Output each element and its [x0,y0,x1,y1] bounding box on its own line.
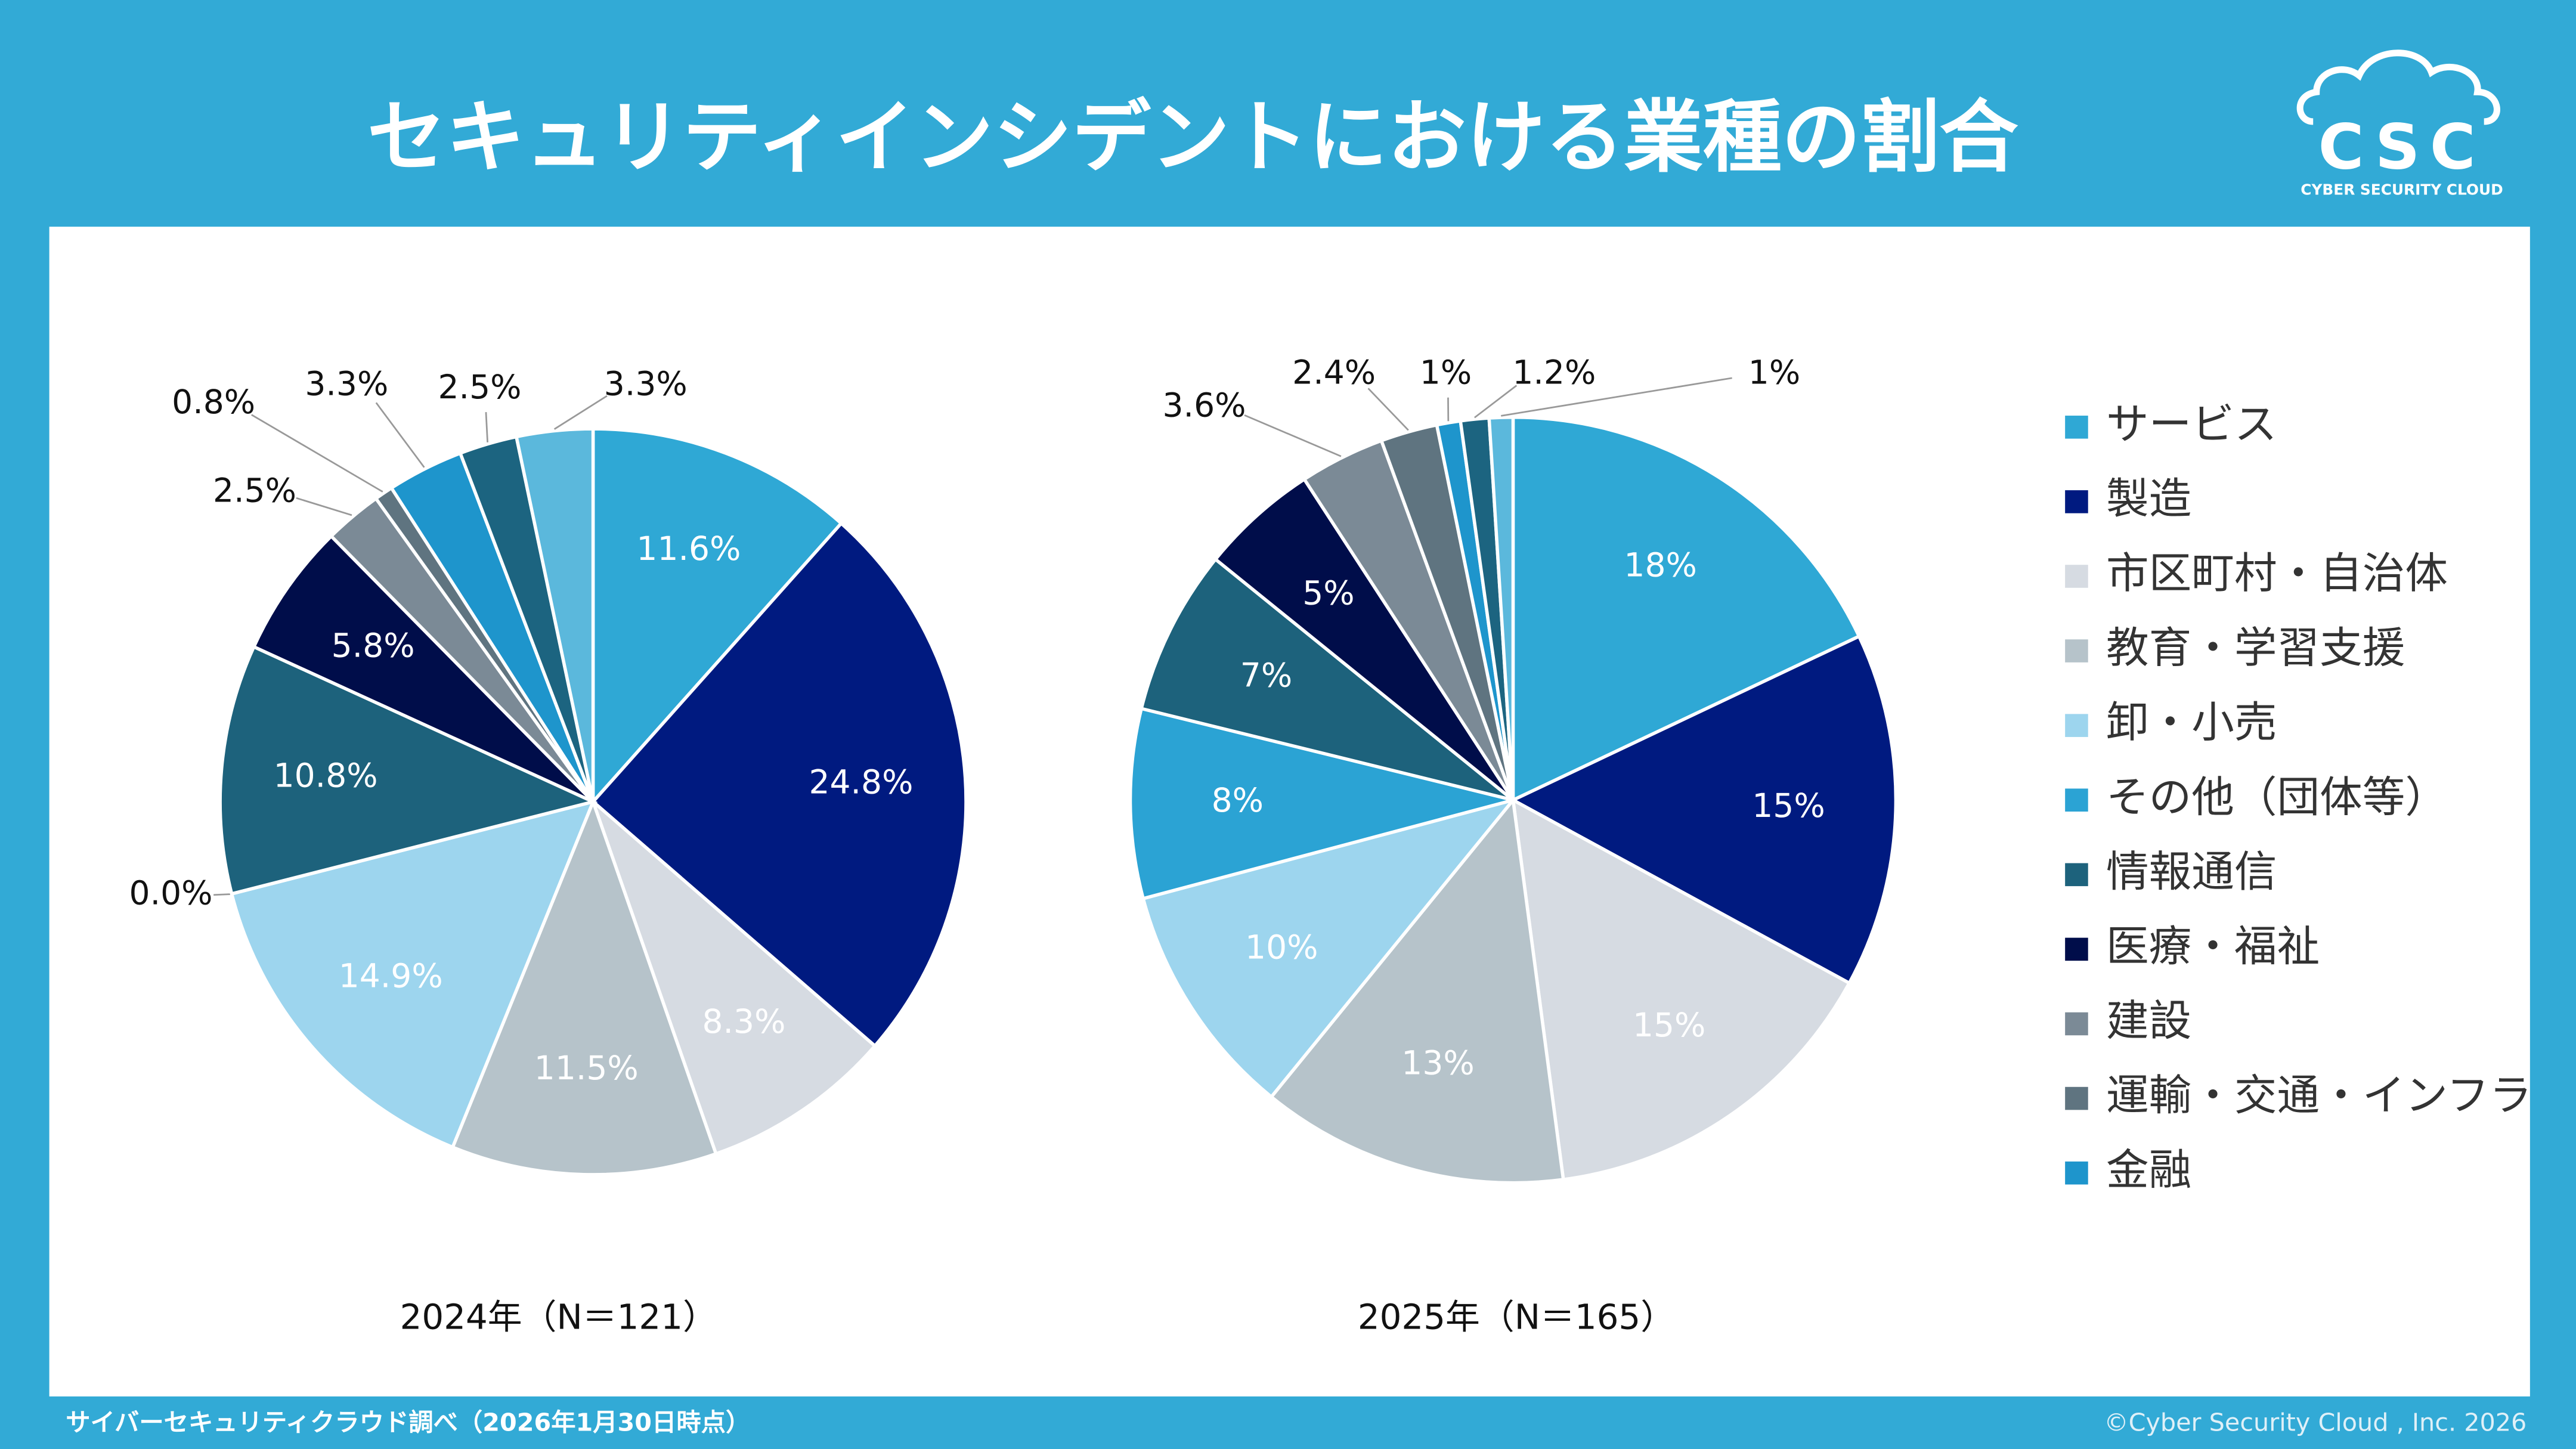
leader-line [1474,385,1518,419]
legend-swatch [2065,937,2088,961]
value-label: 1% [1420,353,1472,391]
legend-label: 市区町村・自治体 [2106,549,2448,598]
page-title: セキュリティインシデントにおける業種の割合 [367,92,2018,184]
legend-label: 教育・学習支援 [2106,623,2405,673]
value-label: 2.5% [213,472,296,510]
legend-swatch [2065,416,2088,439]
value-label: 5.8% [332,626,415,664]
chart-title: 2025年（N＝165） [1358,1296,1675,1337]
leader-line [251,414,383,493]
value-label: 24.8% [809,763,913,801]
leader-line [213,893,230,896]
value-label: 11.6% [636,530,741,568]
legend-label: 金融 [2106,1145,2191,1195]
value-label: 1.2% [1512,353,1596,391]
value-label: 0.8% [172,383,255,421]
value-label: 15% [1752,787,1825,825]
chart-title: 2024年（N＝121） [400,1296,717,1337]
leader-line [1501,377,1732,417]
value-label: 1% [1748,353,1800,391]
footer-source: サイバーセキュリティクラウド調べ（2026年1月30日時点） [66,1408,750,1437]
logo-subtitle: CYBER SECURITY CLOUD [2301,181,2503,199]
pie-slice [252,534,595,803]
leader-line [1367,388,1409,431]
pie-slice [1139,557,1515,802]
legend-label: 製造 [2106,474,2191,524]
pie-slice [590,521,968,1048]
pie-slice [450,797,719,1176]
pie-slice [230,799,596,1150]
pie-slice [1269,796,1565,1185]
legend-label: 医療・福祉 [2106,921,2320,971]
legend-swatch [2065,490,2088,513]
legend-swatch [2065,1012,2088,1036]
value-label: 15% [1633,1006,1705,1044]
value-label: 2.4% [1292,353,1376,391]
leader-line [553,395,608,430]
value-label: 11.5% [534,1049,639,1087]
logo-text: CSC [2318,110,2486,183]
legend-swatch [2065,1161,2088,1185]
legend-label: サービス [2106,400,2277,449]
pie-slice [1511,797,1852,1182]
leader-line [375,402,425,468]
leader-line [296,497,352,516]
legend-label: 卸・小売 [2106,698,2277,747]
pie-slice [591,427,844,806]
value-label: 13% [1401,1044,1474,1082]
pie-slice [1509,634,1898,986]
legend-swatch [2065,639,2088,662]
legend-swatch [2065,863,2088,887]
legend-swatch [2065,714,2088,737]
value-label: 8.3% [702,1002,785,1041]
leader-line [485,412,488,442]
legend-label: その他（団体等） [2106,772,2448,822]
value-label: 10% [1245,928,1318,967]
legend-label: 運輸・交通・インフラ [2106,1071,2532,1120]
pie-slice [1128,706,1514,901]
footer-copyright: ©Cyber Security Cloud , Inc. 2026 [2104,1408,2527,1437]
value-label: 14.9% [339,957,443,995]
value-label: 3.3% [305,365,388,403]
legend-label: 建設 [2106,996,2191,1046]
logo-cloud [2296,49,2500,125]
pie-slice [1511,416,1862,803]
pie-slice [1487,416,1515,800]
legend-swatch [2065,1086,2088,1110]
pie-slice [589,796,878,1156]
value-label: 18% [1624,546,1696,584]
value-label: 2.5% [438,368,522,406]
value-label: 5% [1302,574,1354,612]
pie-slice [1213,476,1515,801]
value-label: 0.0% [129,874,213,912]
value-label: 7% [1240,656,1292,694]
value-label: 10.8% [274,756,378,794]
legend-label: 情報通信 [2106,847,2277,896]
legend-swatch [2065,788,2088,812]
leader-line [1244,414,1342,457]
pie-slice [514,427,595,803]
value-label: 8% [1212,781,1264,819]
legend-swatch [2065,565,2088,588]
value-label: 3.6% [1163,386,1246,424]
value-label: 3.3% [604,365,688,403]
pie-slice [218,645,598,896]
